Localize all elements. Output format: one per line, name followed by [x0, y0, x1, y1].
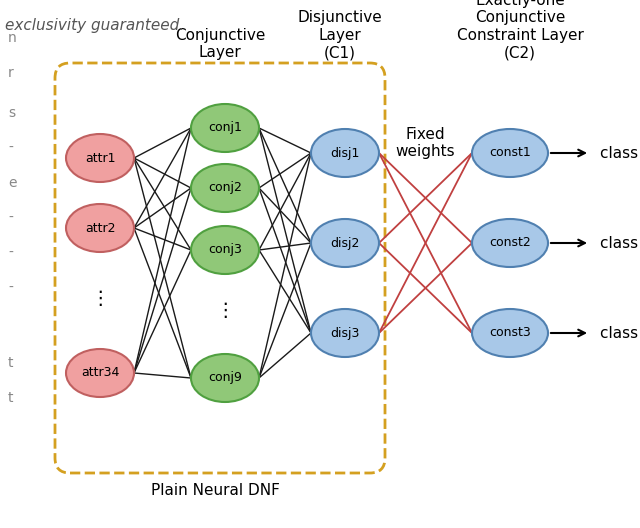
- Text: const3: const3: [489, 326, 531, 340]
- Text: Conjunctive
Layer: Conjunctive Layer: [175, 27, 265, 60]
- Ellipse shape: [311, 309, 379, 357]
- Ellipse shape: [191, 164, 259, 212]
- Text: attr1: attr1: [84, 152, 115, 165]
- Text: class 3: class 3: [600, 325, 640, 341]
- Text: Fixed
weights: Fixed weights: [395, 127, 455, 159]
- Text: disj3: disj3: [330, 326, 360, 340]
- Text: conj1: conj1: [208, 121, 242, 135]
- Text: conj2: conj2: [208, 182, 242, 194]
- Text: conj3: conj3: [208, 243, 242, 257]
- Text: attr34: attr34: [81, 366, 119, 380]
- Text: class 1: class 1: [600, 146, 640, 161]
- Text: ⋮: ⋮: [90, 288, 109, 307]
- Text: t: t: [8, 356, 13, 370]
- Ellipse shape: [191, 226, 259, 274]
- Ellipse shape: [472, 219, 548, 267]
- Ellipse shape: [191, 104, 259, 152]
- Ellipse shape: [191, 354, 259, 402]
- Text: attr2: attr2: [84, 222, 115, 234]
- Text: -: -: [8, 211, 13, 225]
- Text: -: -: [8, 246, 13, 260]
- Text: -: -: [8, 141, 13, 155]
- Text: const1: const1: [489, 146, 531, 159]
- Text: ⋮: ⋮: [215, 300, 235, 319]
- Ellipse shape: [311, 129, 379, 177]
- Text: exclusivity guaranteed.: exclusivity guaranteed.: [5, 18, 184, 33]
- Ellipse shape: [66, 204, 134, 252]
- Text: n: n: [8, 31, 17, 45]
- Text: class 2: class 2: [600, 235, 640, 250]
- Text: -: -: [8, 281, 13, 295]
- Text: Disjunctive
Layer
(C1): Disjunctive Layer (C1): [298, 10, 382, 60]
- Text: conj9: conj9: [208, 372, 242, 384]
- Text: r: r: [8, 66, 13, 80]
- Text: Exactly-one
Conjunctive
Constraint Layer
(C2): Exactly-one Conjunctive Constraint Layer…: [456, 0, 584, 60]
- Ellipse shape: [472, 129, 548, 177]
- Text: disj2: disj2: [330, 237, 360, 250]
- Ellipse shape: [66, 349, 134, 397]
- Ellipse shape: [472, 309, 548, 357]
- Ellipse shape: [311, 219, 379, 267]
- Text: s: s: [8, 106, 15, 120]
- Text: e: e: [8, 176, 17, 190]
- Text: disj1: disj1: [330, 146, 360, 159]
- Text: const2: const2: [489, 237, 531, 250]
- Text: t: t: [8, 391, 13, 405]
- Ellipse shape: [66, 134, 134, 182]
- Text: Plain Neural DNF: Plain Neural DNF: [150, 483, 280, 498]
